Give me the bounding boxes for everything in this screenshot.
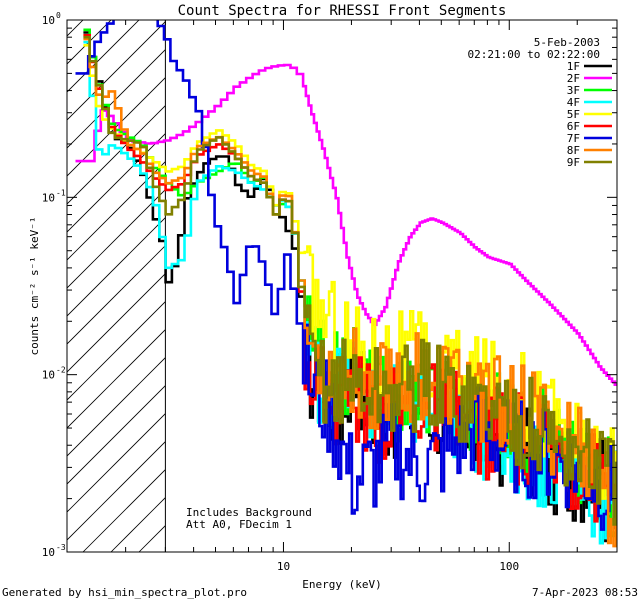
series-9F xyxy=(83,35,617,526)
hatch-line xyxy=(67,441,166,541)
hatch-line xyxy=(67,245,166,345)
series-7F xyxy=(75,20,617,531)
legend-label-1F: 1F xyxy=(567,60,580,73)
date-label: 5-Feb-2003 xyxy=(534,36,600,49)
y-tick-exponent: -2 xyxy=(56,366,66,375)
annotation-background: Includes Background xyxy=(186,506,312,519)
series-2F xyxy=(75,63,617,386)
y-tick-label: 10 xyxy=(42,369,55,382)
legend-label-9F: 9F xyxy=(567,156,580,169)
annotation-attenuator: Att A0, FDecim 1 xyxy=(186,518,292,531)
legend-label-8F: 8F xyxy=(567,144,580,157)
hatch-line xyxy=(67,161,166,261)
hatch-line xyxy=(67,133,166,233)
y-tick-exponent: -1 xyxy=(56,188,66,197)
x-axis-label: Energy (keV) xyxy=(302,578,381,591)
y-tick-label: 10 xyxy=(42,191,55,204)
y-axis-label: counts cm⁻² s⁻¹ keV⁻¹ xyxy=(28,216,41,355)
hatch-line xyxy=(67,49,166,149)
y-tick-exponent: 0 xyxy=(56,11,61,20)
time-range-label: 02:21:00 to 02:22:00 xyxy=(468,48,600,61)
legend-label-5F: 5F xyxy=(567,108,580,121)
y-tick-exponent: -3 xyxy=(56,543,66,552)
hatch-line xyxy=(67,189,166,289)
generated-by-label: Generated by hsi_min_spectra_plot.pro xyxy=(2,586,247,599)
hatch-line xyxy=(67,20,140,93)
axis-ticks xyxy=(67,19,618,553)
hatch-line xyxy=(67,21,166,121)
legend-label-7F: 7F xyxy=(567,132,580,145)
series-layer xyxy=(75,20,617,548)
hatch-line xyxy=(67,413,166,513)
plot-frame xyxy=(66,19,618,553)
hatch-line xyxy=(67,301,166,401)
legend-label-2F: 2F xyxy=(567,72,580,85)
hatch-line xyxy=(67,385,166,485)
hatch-line xyxy=(0,0,95,552)
hatch-lines xyxy=(0,0,166,552)
chart-title: Count Spectra for RHESSI Front Segments xyxy=(178,3,507,19)
hatch-line xyxy=(67,20,112,65)
x-tick-label: 10 xyxy=(277,560,290,573)
legend-label-3F: 3F xyxy=(567,84,580,97)
y-tick-label: 10 xyxy=(42,546,55,559)
y-tick-label: 10 xyxy=(42,14,55,27)
timestamp-label: 7-Apr-2023 08:53 xyxy=(532,586,638,599)
legend-label-6F: 6F xyxy=(567,120,580,133)
hatch-line xyxy=(67,217,166,317)
hatch-line xyxy=(67,20,84,37)
x-tick-label: 100 xyxy=(499,560,519,573)
legend-label-4F: 4F xyxy=(567,96,580,109)
hatch-line xyxy=(67,105,166,205)
hatch-line xyxy=(67,357,166,457)
shaded-region xyxy=(0,0,166,552)
